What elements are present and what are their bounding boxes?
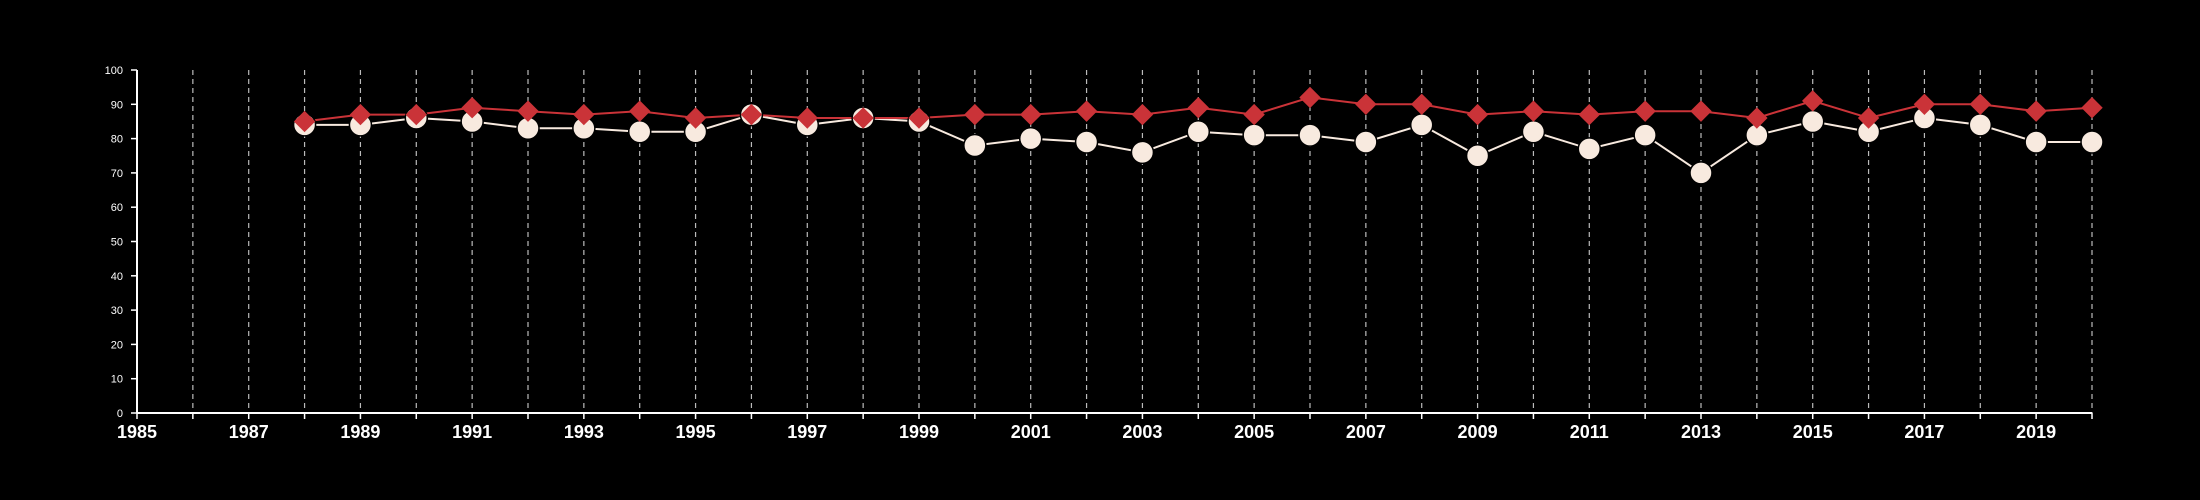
point-circle-2011 bbox=[1577, 137, 1602, 161]
point-circle-2003 bbox=[1130, 140, 1155, 165]
x-tick-label-1993: 1993 bbox=[564, 422, 604, 442]
point-diamond-2016 bbox=[1857, 107, 1880, 129]
x-tick-label-2013: 2013 bbox=[1681, 422, 1721, 442]
point-circle-2000 bbox=[963, 133, 987, 158]
point-circle-2020 bbox=[2080, 130, 2104, 154]
y-tick-label-30: 30 bbox=[111, 305, 123, 317]
point-circle-2018 bbox=[1968, 113, 1993, 137]
point-circle-2005 bbox=[1242, 123, 1266, 147]
point-circle-2008 bbox=[1409, 113, 1434, 137]
point-diamond-1992 bbox=[517, 100, 539, 122]
x-tick-label-1991: 1991 bbox=[452, 422, 492, 442]
point-diamond-2005 bbox=[1243, 103, 1265, 126]
y-tick-label-40: 40 bbox=[111, 271, 123, 283]
point-diamond-2002 bbox=[1075, 100, 1098, 122]
x-tick-label-2003: 2003 bbox=[1122, 422, 1162, 442]
x-tick-label-1995: 1995 bbox=[676, 422, 716, 442]
point-circle-1994 bbox=[627, 119, 652, 144]
y-tick-label-70: 70 bbox=[111, 168, 123, 180]
point-diamond-2004 bbox=[1187, 97, 1209, 119]
point-circle-2013 bbox=[1689, 161, 1713, 185]
point-diamond-2003 bbox=[1131, 103, 1154, 126]
point-diamond-1999 bbox=[908, 107, 930, 129]
y-tick-label-60: 60 bbox=[111, 202, 123, 214]
point-circle-2002 bbox=[1074, 130, 1099, 154]
point-diamond-2001 bbox=[1020, 103, 1042, 126]
point-diamond-2018 bbox=[1969, 93, 1991, 116]
y-tick-label-20: 20 bbox=[111, 339, 123, 351]
data-series bbox=[292, 86, 2104, 185]
point-circle-2012 bbox=[1633, 123, 1657, 147]
point-circle-2001 bbox=[1018, 126, 1043, 151]
x-tick-label-2007: 2007 bbox=[1346, 422, 1386, 442]
y-tick-label-0: 0 bbox=[117, 408, 123, 420]
y-tick-label-100: 100 bbox=[105, 65, 123, 77]
x-tick-label-2005: 2005 bbox=[1234, 422, 1274, 442]
point-diamond-2007 bbox=[1355, 93, 1377, 116]
point-diamond-1990 bbox=[405, 103, 427, 126]
x-tick-label-2017: 2017 bbox=[1904, 422, 1944, 442]
x-tick-label-2019: 2019 bbox=[2016, 422, 2056, 442]
point-circle-2009 bbox=[1465, 144, 1490, 168]
point-diamond-2000 bbox=[964, 103, 986, 126]
point-diamond-2020 bbox=[2081, 97, 2103, 119]
x-tick-label-1997: 1997 bbox=[787, 422, 827, 442]
x-tick-label-2009: 2009 bbox=[1458, 422, 1498, 442]
point-circle-2004 bbox=[1186, 119, 1211, 144]
x-tick-label-1987: 1987 bbox=[229, 422, 269, 442]
point-diamond-1997 bbox=[796, 107, 818, 129]
point-diamond-1998 bbox=[852, 107, 874, 129]
point-circle-2019 bbox=[2024, 130, 2048, 154]
x-tick-label-2001: 2001 bbox=[1011, 422, 1051, 442]
x-tick-label-1999: 1999 bbox=[899, 422, 939, 442]
point-diamond-1995 bbox=[684, 107, 707, 129]
point-diamond-2019 bbox=[2025, 100, 2047, 122]
point-diamond-2013 bbox=[1690, 100, 1712, 122]
point-diamond-1994 bbox=[629, 100, 651, 122]
point-diamond-1996 bbox=[740, 103, 763, 126]
point-circle-2007 bbox=[1354, 130, 1378, 154]
point-diamond-2017 bbox=[1913, 93, 1936, 116]
point-diamond-2014 bbox=[1746, 107, 1768, 129]
x-tick-label-2011: 2011 bbox=[1570, 422, 1609, 442]
point-diamond-1989 bbox=[349, 103, 372, 126]
point-diamond-2015 bbox=[1802, 90, 1824, 112]
point-diamond-2008 bbox=[1411, 93, 1433, 116]
point-circle-2006 bbox=[1298, 123, 1322, 147]
x-tick-label-2015: 2015 bbox=[1793, 422, 1833, 442]
y-tick-label-10: 10 bbox=[111, 374, 123, 386]
x-tick-label-1985: 1985 bbox=[117, 422, 157, 442]
x-tick-label-1989: 1989 bbox=[340, 422, 380, 442]
point-diamond-2010 bbox=[1522, 100, 1545, 122]
point-diamond-2006 bbox=[1299, 86, 1321, 109]
axes: 0 10 20 30 40 50 60 70 80 90 100 1985 1987 1989 1991 19… bbox=[105, 65, 2093, 442]
y-tick-label-50: 50 bbox=[111, 237, 123, 249]
point-diamond-2012 bbox=[1634, 100, 1656, 122]
y-tick-label-80: 80 bbox=[111, 134, 123, 146]
point-diamond-2009 bbox=[1466, 103, 1489, 126]
point-diamond-2011 bbox=[1578, 103, 1600, 126]
point-diamond-1991 bbox=[461, 97, 483, 119]
y-tick-label-90: 90 bbox=[111, 99, 123, 111]
point-circle-2010 bbox=[1521, 119, 1546, 144]
point-circle-2015 bbox=[1800, 109, 1825, 134]
point-diamond-1988 bbox=[293, 110, 316, 133]
point-diamond-1993 bbox=[573, 103, 595, 126]
